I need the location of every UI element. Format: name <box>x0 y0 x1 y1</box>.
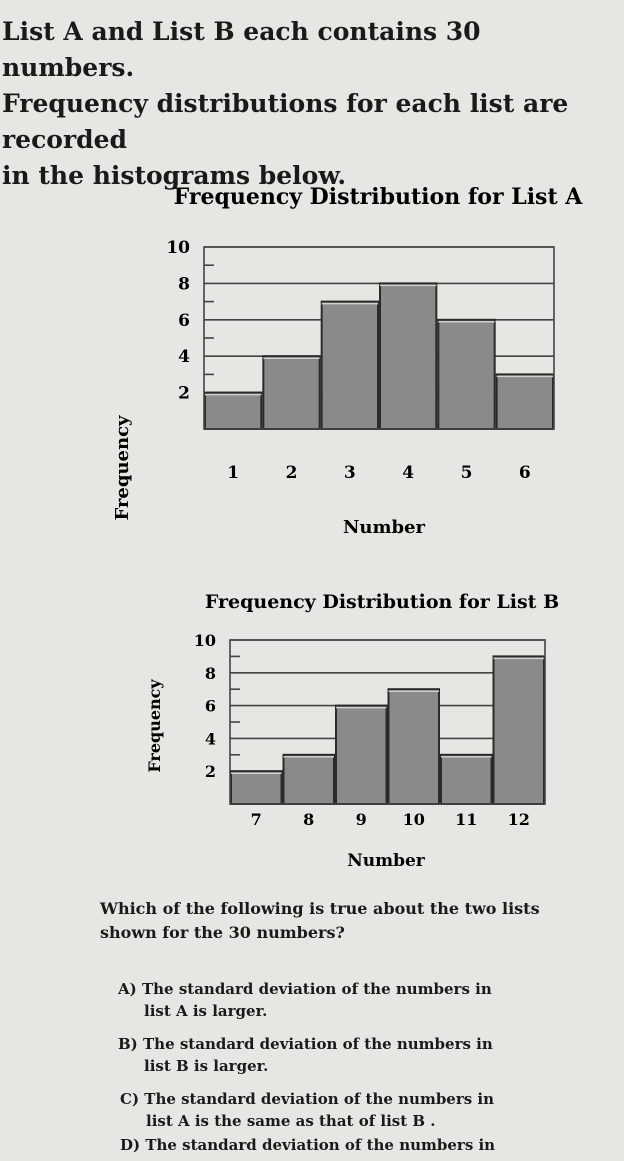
y-tick-label: 6 <box>178 311 190 331</box>
x-axis-label: Number <box>343 517 426 538</box>
option-letter: B) <box>118 1035 138 1053</box>
histogram-bar <box>495 373 554 430</box>
x-tick-label: 4 <box>402 463 414 483</box>
option-a[interactable]: A) The standard deviation of the numbers… <box>118 978 538 1022</box>
histogram-bar <box>437 318 496 430</box>
option-letter: A) <box>118 980 137 998</box>
option-c[interactable]: C) The standard deviation of the numbers… <box>120 1088 540 1132</box>
y-tick-label: 4 <box>178 347 190 367</box>
y-tick-label: 10 <box>166 238 190 258</box>
intro-line: in the histograms below. <box>2 161 347 190</box>
x-tick-label: 8 <box>303 810 314 829</box>
histogram-bar <box>204 391 263 431</box>
x-tick-label: 2 <box>286 463 298 483</box>
intro-line: List A and List B each contains 30 numbe… <box>2 17 481 82</box>
x-tick-label: 11 <box>455 810 477 829</box>
histogram-bar <box>320 300 379 431</box>
plot-frame <box>229 639 546 805</box>
option-text: list A is larger. <box>144 1002 268 1020</box>
y-tick-label: 8 <box>178 274 190 294</box>
x-tick-label: 6 <box>519 463 531 483</box>
histogram-list-b: Frequency Distribution for List B Freque… <box>145 591 559 871</box>
histogram-list-a: Frequency Distribution for List A Freque… <box>112 184 584 538</box>
y-tick-label: 8 <box>205 664 216 683</box>
histogram-bar <box>440 753 493 806</box>
option-letter: C) <box>120 1090 140 1108</box>
x-tick-label: 5 <box>461 463 473 483</box>
option-letter: D) <box>120 1136 141 1154</box>
chart-title: Frequency Distribution for List B <box>205 591 559 613</box>
option-text: The standard deviation of the numbers in <box>141 980 492 998</box>
option-text: The standard deviation of the numbers in <box>143 1035 493 1053</box>
x-tick-label: 7 <box>251 810 262 829</box>
y-axis-label: Frequency <box>145 679 164 773</box>
histogram-bar <box>262 355 321 430</box>
option-text: list B is larger. <box>144 1057 269 1075</box>
option-text: list A is the same as that of list B . <box>146 1112 436 1130</box>
x-tick-label: 9 <box>356 810 367 829</box>
option-text: The standard deviation of the numbers in <box>145 1136 496 1154</box>
question-line: shown for the 30 numbers? <box>100 923 345 942</box>
y-tick-label: 2 <box>205 762 216 781</box>
histogram-bar <box>492 655 545 806</box>
y-tick-label: 4 <box>205 729 216 748</box>
option-b[interactable]: B) The standard deviation of the numbers… <box>118 1033 538 1077</box>
x-axis-label: Number <box>347 851 426 871</box>
option-text: The standard deviation of the numbers in <box>144 1090 495 1108</box>
chart-title: Frequency Distribution for List A <box>174 184 584 210</box>
question-line: Which of the following is true about the… <box>100 899 540 918</box>
histogram-bar <box>335 704 388 805</box>
intro-line: Frequency distributions for each list ar… <box>2 89 569 154</box>
x-tick-label: 12 <box>508 810 530 829</box>
x-tick-label: 3 <box>344 463 356 483</box>
y-tick-label: 2 <box>178 384 190 404</box>
question: Which of the following is true about the… <box>100 897 570 945</box>
option-d[interactable]: D) The standard deviation of the numbers… <box>120 1134 540 1156</box>
histogram-bar <box>282 753 335 806</box>
problem-intro: List A and List B each contains 30 numbe… <box>2 14 612 194</box>
histogram-bar <box>230 770 283 805</box>
histogram-bar <box>387 688 440 805</box>
y-axis-label: Frequency <box>112 415 133 521</box>
plot-frame <box>203 246 555 430</box>
x-tick-label: 1 <box>227 463 239 483</box>
y-tick-label: 6 <box>205 697 216 716</box>
x-tick-label: 10 <box>403 810 425 829</box>
histogram-bar <box>379 282 438 431</box>
y-tick-label: 10 <box>194 631 216 650</box>
